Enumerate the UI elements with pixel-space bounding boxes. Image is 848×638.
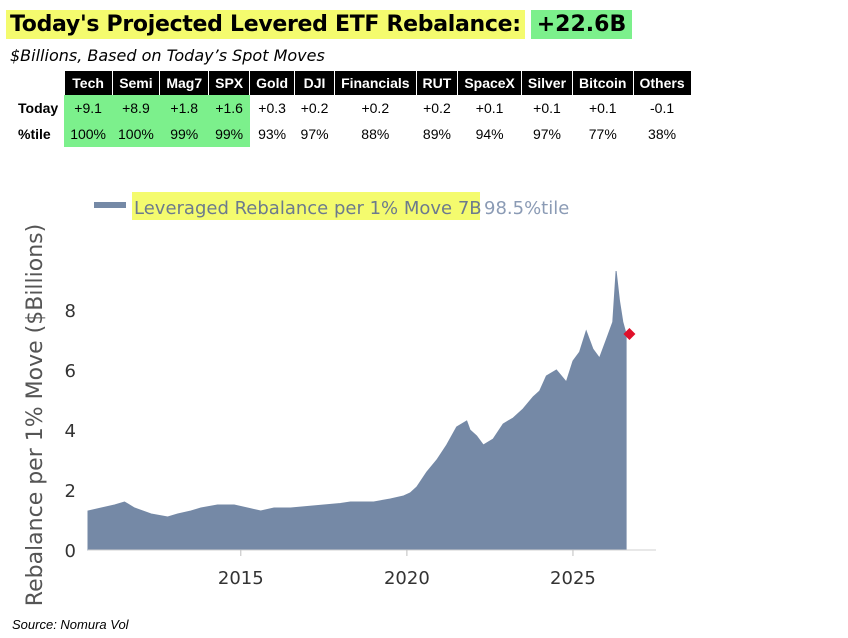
y-tick-label: 2: [65, 481, 76, 502]
column-header-others: Others: [633, 71, 692, 95]
rebalance-chart: 0 2 4 6 8 2015 2020 2025 Rebalance per 1% Move (…: [23, 192, 656, 606]
table-cell: +1.8: [159, 95, 209, 121]
table-cell: +0.2: [361, 100, 390, 116]
table-cell: 94%: [475, 126, 504, 142]
table-cell: 93%: [258, 126, 287, 142]
column-header-semi: Semi: [112, 71, 161, 95]
y-tick-label: 6: [65, 361, 76, 382]
table-cell: +0.3: [258, 100, 286, 116]
table-cell: 97%: [300, 126, 329, 142]
x-tick-label: 2020: [384, 568, 430, 589]
y-axis-label: Rebalance per 1% Move ($Billions): [23, 224, 48, 606]
table-cell: 89%: [422, 126, 451, 142]
table-cell: 99%: [208, 121, 250, 147]
row-label: %tile: [6, 121, 65, 147]
table-cell: 77%: [588, 126, 617, 142]
total-rebalance-value: +22.6B: [530, 9, 633, 39]
column-header-spacex: SpaceX: [457, 71, 522, 95]
table-row: Today +9.1 +8.9 +1.8 +1.6 +0.3 +0.2 +0.2 +0.2 +0.…: [6, 95, 691, 121]
table-cell: 97%: [532, 126, 561, 142]
table-row: %tile 100% 100% 99% 99% 93% 97% 88% 89% 94% 97% 77%…: [6, 121, 691, 147]
table-cell: +0.1: [588, 100, 617, 116]
y-tick-label: 0: [65, 541, 76, 562]
column-header-rut: RUT: [416, 71, 459, 95]
row-label: Today: [6, 95, 65, 121]
table-cell: 99%: [159, 121, 209, 147]
column-header-spx: SPX: [208, 71, 251, 95]
rebalance-table: Tech Semi Mag7 SPX Gold DJI Financials RUT Space…: [6, 71, 692, 147]
table-cell: 38%: [648, 126, 677, 142]
table-cell: 100%: [64, 121, 113, 147]
table-cell: +0.2: [300, 100, 329, 116]
header-corner: [6, 71, 65, 95]
table-cell: +1.6: [208, 95, 250, 121]
table-cell: +0.1: [475, 100, 504, 116]
column-header-silver: Silver: [521, 71, 574, 95]
column-header-gold: Gold: [249, 71, 296, 95]
latest-value-marker: [623, 328, 636, 340]
table-cell: +0.1: [533, 100, 561, 116]
title-row: Today's Projected Levered ETF Rebalance:…: [6, 6, 633, 42]
table-cell: +8.9: [112, 95, 160, 121]
table-cell: +0.2: [423, 100, 451, 116]
source-note: Source: Nomura Vol: [12, 617, 129, 632]
legend-swatch: [94, 202, 126, 208]
y-tick-label: 8: [65, 301, 76, 322]
legend-highlight: [132, 192, 480, 220]
x-tick-label: 2025: [550, 568, 596, 589]
table-cell: 88%: [361, 126, 390, 142]
table-cell: +9.1: [64, 95, 113, 121]
table-header-row: Tech Semi Mag7 SPX Gold DJI Financials RUT Space…: [6, 71, 692, 95]
series-area: [87, 270, 627, 551]
column-header-bitcoin: Bitcoin: [572, 71, 634, 95]
column-header-dji: DJI: [294, 71, 336, 95]
column-header-financials: Financials: [334, 71, 417, 95]
subtitle: $Billions, Based on Today’s Spot Moves: [10, 46, 325, 65]
page-title: Today's Projected Levered ETF Rebalance:: [6, 9, 525, 39]
legend-percentile: 98.5%tile: [484, 198, 569, 219]
table-cell: 100%: [112, 121, 160, 147]
legend-label: Leveraged Rebalance per 1% Move 7B: [134, 198, 482, 219]
table-cell: -0.1: [650, 100, 675, 116]
y-tick-label: 4: [65, 421, 76, 442]
column-header-tech: Tech: [64, 71, 113, 95]
x-tick-label: 2015: [218, 568, 264, 589]
column-header-mag7: Mag7: [159, 71, 210, 95]
